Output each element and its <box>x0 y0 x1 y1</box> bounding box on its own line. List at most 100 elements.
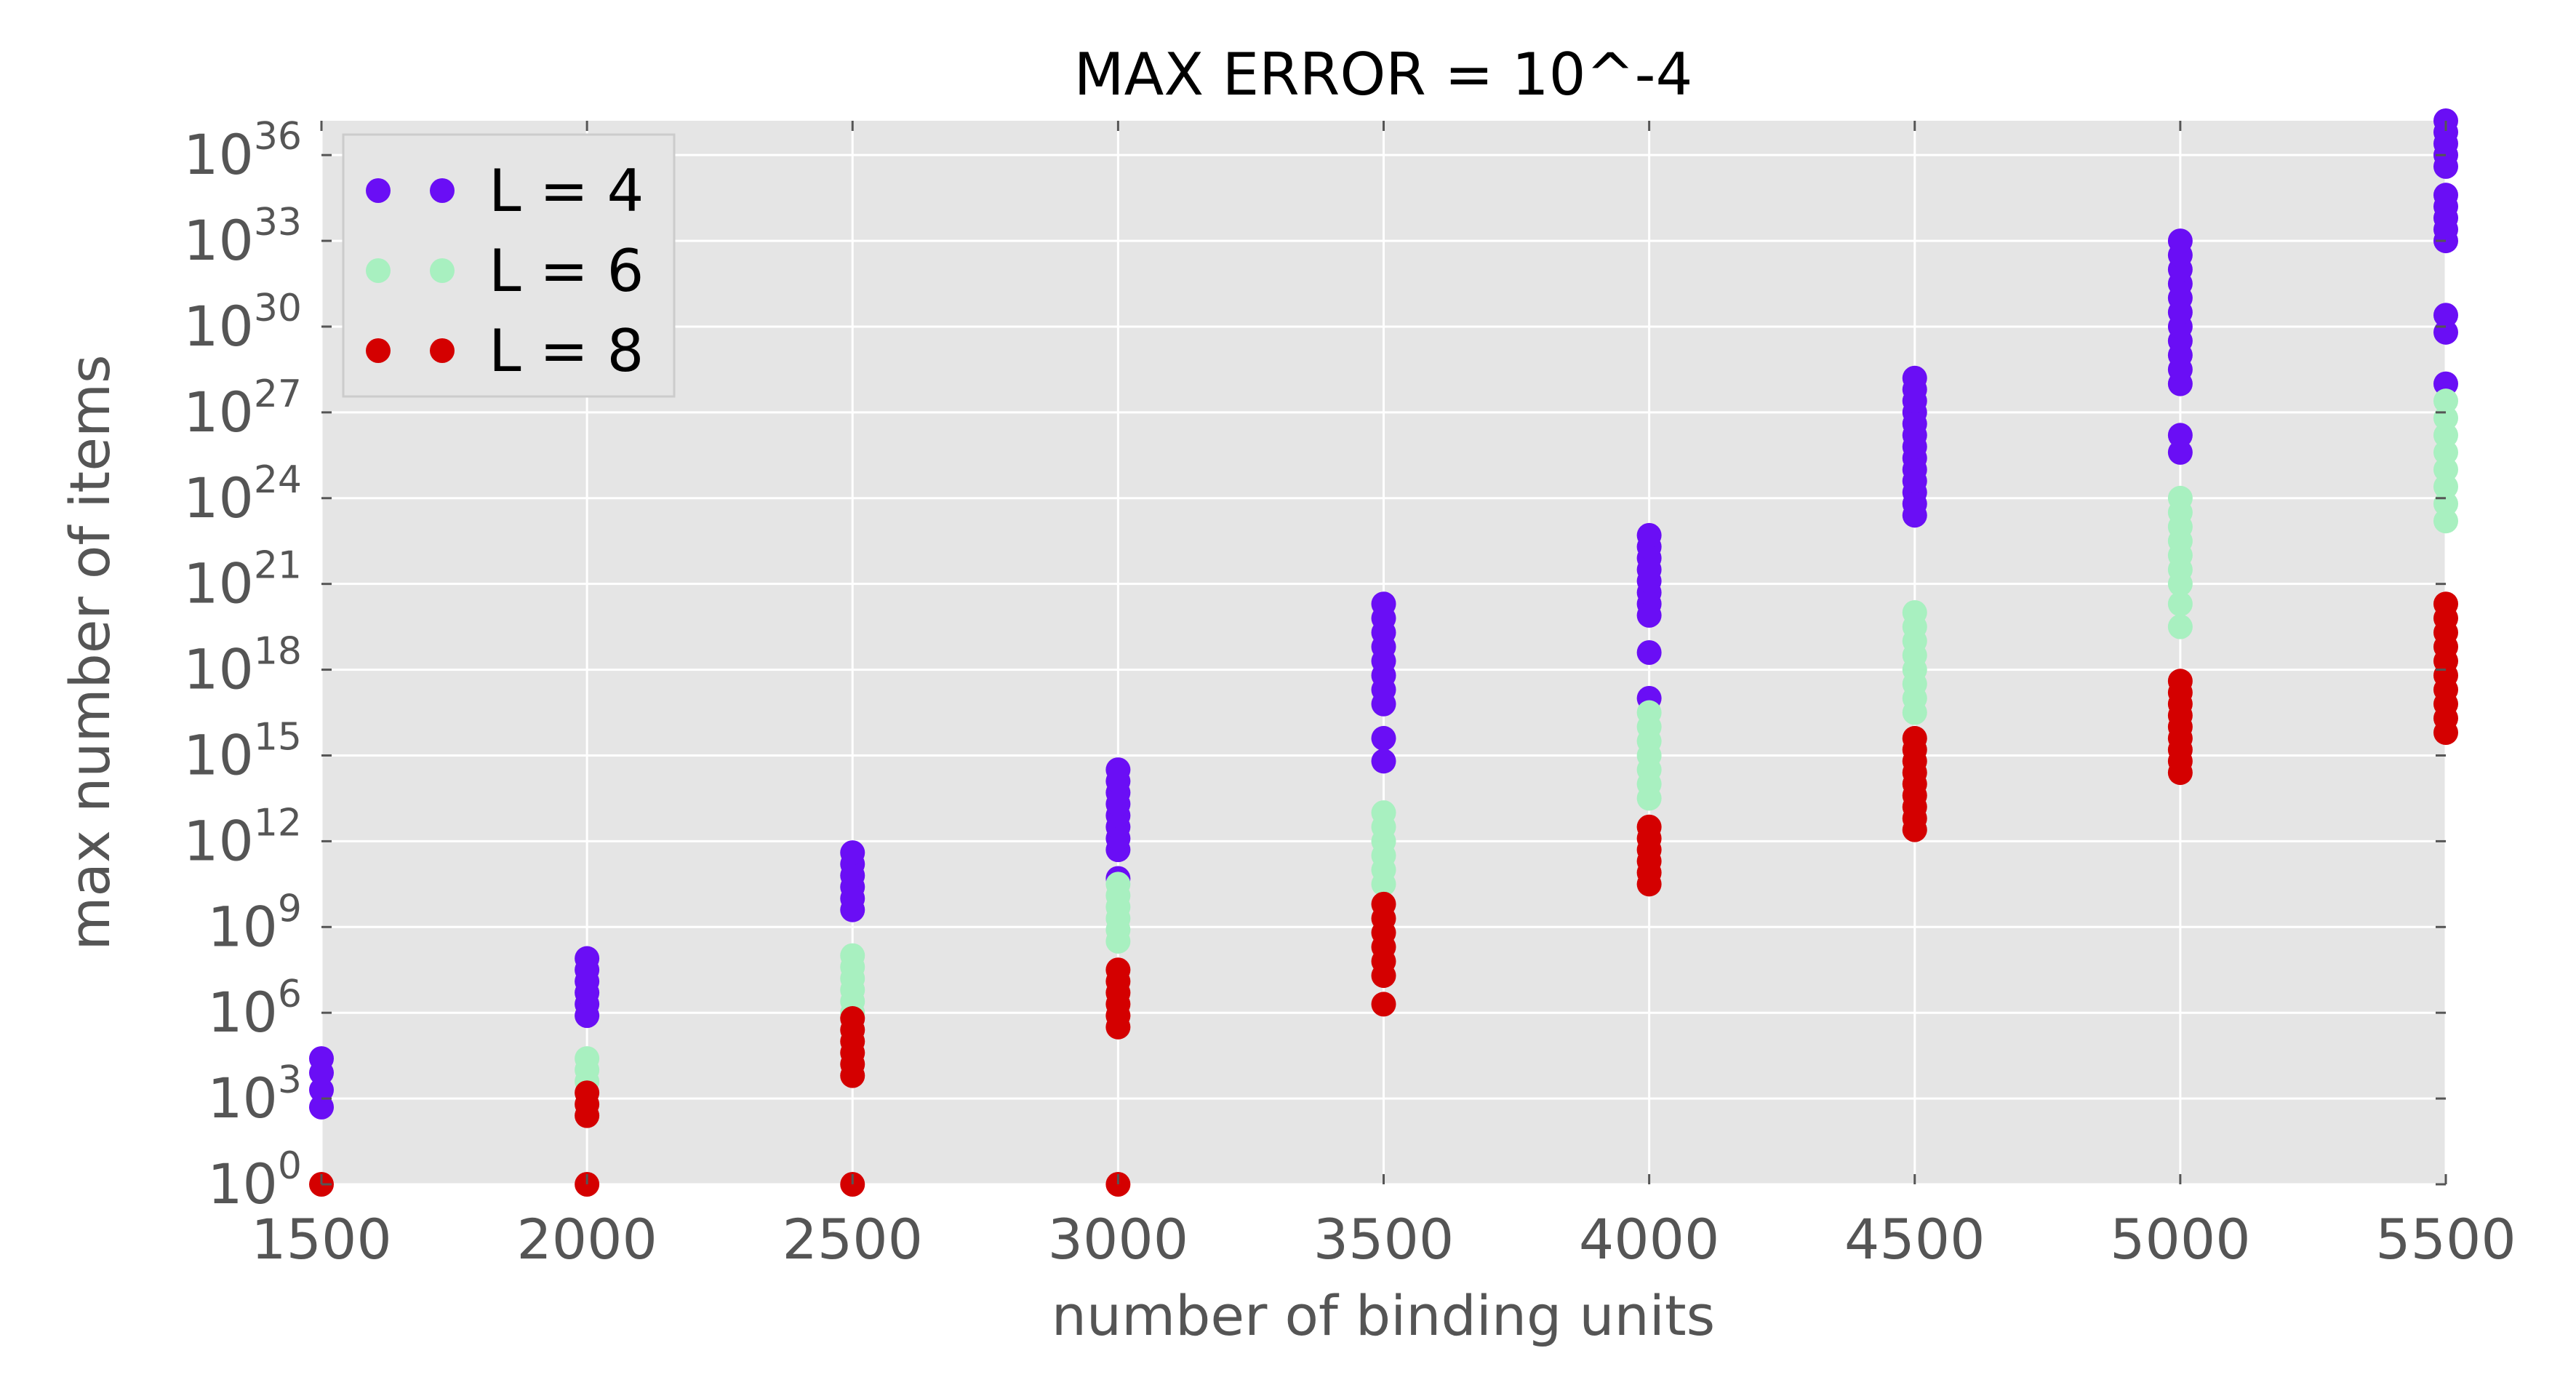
data-point <box>1902 365 1927 391</box>
y-tick-exponent: 33 <box>254 201 302 244</box>
y-tick-exponent: 18 <box>254 630 302 674</box>
y-tick-base: 10 <box>183 380 254 444</box>
data-point <box>2433 508 2458 534</box>
data-point <box>1371 725 1396 751</box>
y-tick-base: 10 <box>183 722 254 787</box>
data-point <box>2167 423 2193 448</box>
x-tick-label: 3500 <box>1313 1207 1454 1272</box>
data-point <box>309 1094 334 1120</box>
data-point <box>2433 439 2458 465</box>
legend-marker <box>366 178 391 203</box>
y-tick-label: 103 <box>207 1058 302 1130</box>
data-point <box>1636 700 1662 725</box>
x-axis-label: number of binding units <box>1052 1283 1715 1348</box>
legend: L = 4 L = 6 L = 8 <box>342 133 676 398</box>
y-tick-label: 109 <box>207 887 302 959</box>
y-tick-label: 106 <box>207 973 302 1045</box>
data-point <box>575 1080 600 1106</box>
data-point <box>309 1077 334 1103</box>
data-point <box>2433 474 2458 500</box>
legend-marker <box>430 178 455 203</box>
data-point <box>1636 522 1662 548</box>
data-point <box>840 943 865 968</box>
y-tick-exponent: 24 <box>254 458 302 502</box>
y-axis-label: max number of items <box>57 354 122 950</box>
data-point <box>2433 591 2458 617</box>
y-tick-label: 1018 <box>183 630 302 702</box>
data-point <box>1371 800 1396 826</box>
y-tick-label: 1027 <box>183 372 302 444</box>
y-tick-base: 10 <box>183 208 254 273</box>
y-tick-exponent: 0 <box>278 1144 302 1188</box>
y-tick-label: 1024 <box>183 458 302 530</box>
axis-ticks <box>320 121 2447 1186</box>
x-tick-label: 3000 <box>1048 1207 1188 1272</box>
y-tick-label: 1015 <box>183 715 302 787</box>
y-tick-exponent: 6 <box>278 973 302 1016</box>
legend-marker <box>430 338 455 363</box>
data-point <box>2167 228 2193 254</box>
y-tick-exponent: 21 <box>254 544 302 588</box>
data-point <box>1902 725 1927 751</box>
data-point <box>1105 871 1131 897</box>
data-point <box>2433 457 2458 482</box>
data-point <box>2433 371 2458 396</box>
y-tick-exponent: 15 <box>254 715 302 759</box>
y-tick-base: 10 <box>183 294 254 359</box>
legend-frame <box>342 133 676 398</box>
y-tick-exponent: 30 <box>254 287 302 330</box>
y-tick-label: 1033 <box>183 201 302 273</box>
x-tick-label: 2000 <box>516 1207 657 1272</box>
data-point <box>2433 183 2458 208</box>
y-tick-exponent: 36 <box>254 115 302 159</box>
chart-title: MAX ERROR = 10^-4 <box>1074 41 1693 108</box>
data-point <box>2167 614 2193 639</box>
x-tick-label: 1500 <box>251 1207 391 1272</box>
legend-marker <box>366 258 391 283</box>
series-3-points <box>309 591 2458 1197</box>
data-point <box>840 840 865 866</box>
y-tick-label: 1012 <box>183 801 302 873</box>
legend-label: L = 6 <box>489 237 644 305</box>
y-tick-base: 10 <box>183 122 254 187</box>
data-point <box>2167 669 2193 694</box>
y-tick-exponent: 9 <box>278 887 302 930</box>
series-2-points <box>575 388 2458 1094</box>
data-point <box>1902 599 1927 625</box>
data-point <box>2167 439 2193 465</box>
data-point <box>575 1046 600 1072</box>
data-point <box>2167 485 2193 511</box>
data-point <box>1636 814 1662 839</box>
data-point <box>1105 957 1131 983</box>
y-tick-base: 10 <box>183 637 254 702</box>
data-point <box>1371 992 1396 1017</box>
y-tick-base: 10 <box>183 466 254 530</box>
x-tick-label: 5500 <box>2375 1207 2516 1272</box>
x-tick-label: 5000 <box>2110 1207 2250 1272</box>
legend-marker <box>430 258 455 283</box>
y-tick-base: 10 <box>183 808 254 873</box>
y-tick-exponent: 12 <box>254 801 302 845</box>
data-point <box>840 1006 865 1032</box>
y-tick-base: 10 <box>207 1066 278 1130</box>
data-point <box>1371 591 1396 617</box>
y-tick-label: 100 <box>207 1144 302 1216</box>
y-tick-labels: 1001031061091012101510181021102410271030… <box>183 115 302 1216</box>
x-tick-label: 4000 <box>1579 1207 1719 1272</box>
y-tick-exponent: 27 <box>254 372 302 416</box>
y-tick-base: 10 <box>207 1152 278 1216</box>
data-point <box>2433 423 2458 448</box>
y-tick-base: 10 <box>207 980 278 1045</box>
legend-label: L = 8 <box>489 317 644 385</box>
data-point <box>1371 749 1396 774</box>
data-point <box>2433 388 2458 414</box>
x-tick-labels: 1500 2000 2500 3000 3500 4000 4500 5000 5500 <box>251 1207 2516 1272</box>
data-point <box>2167 591 2193 617</box>
x-tick-label: 2500 <box>783 1207 923 1272</box>
y-tick-label: 1036 <box>183 115 302 187</box>
data-point <box>1105 757 1131 783</box>
y-tick-label: 1030 <box>183 287 302 359</box>
data-point <box>1636 640 1662 665</box>
y-tick-base: 10 <box>207 894 278 959</box>
